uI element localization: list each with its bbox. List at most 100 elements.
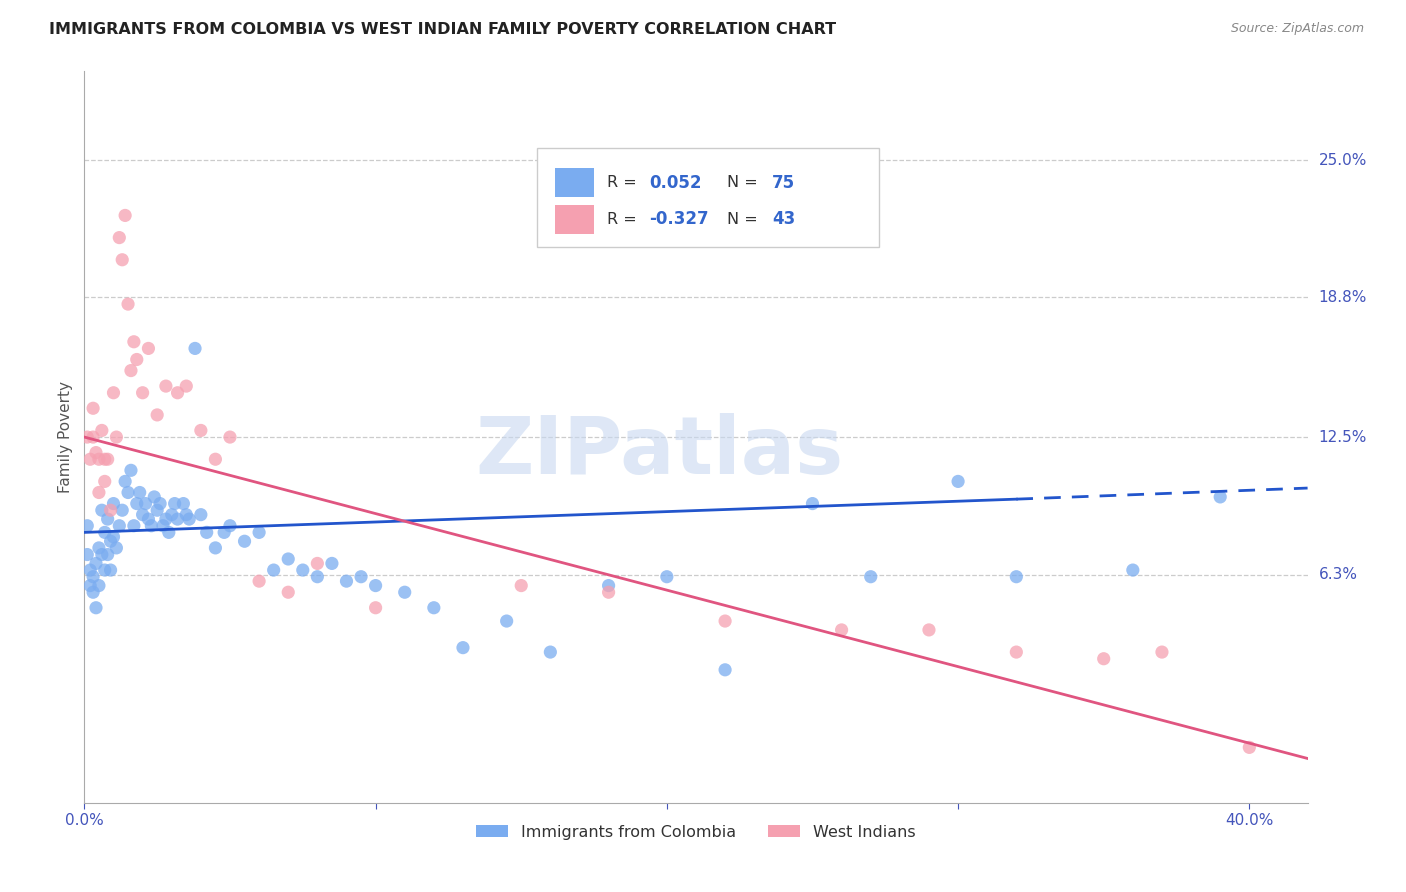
Point xyxy=(166,512,188,526)
Point xyxy=(1005,570,1028,584)
Text: 43: 43 xyxy=(772,211,794,228)
Point xyxy=(247,574,270,589)
Point xyxy=(714,663,737,677)
Point xyxy=(82,570,104,584)
Point xyxy=(263,563,285,577)
Point xyxy=(108,518,131,533)
Point xyxy=(1239,740,1261,755)
Point xyxy=(79,452,101,467)
Y-axis label: Family Poverty: Family Poverty xyxy=(58,381,73,493)
Point xyxy=(76,430,98,444)
Point xyxy=(172,497,194,511)
Point xyxy=(93,475,115,489)
Point xyxy=(335,574,357,589)
Point xyxy=(277,585,299,599)
Point xyxy=(155,379,177,393)
Point xyxy=(364,600,387,615)
Point xyxy=(598,578,620,592)
Point xyxy=(946,475,969,489)
Point xyxy=(90,424,112,438)
Point xyxy=(97,512,120,526)
Point xyxy=(714,614,737,628)
Point xyxy=(141,518,163,533)
Point xyxy=(138,342,160,356)
Point xyxy=(179,512,201,526)
Point xyxy=(114,475,136,489)
Point xyxy=(801,497,824,511)
Point xyxy=(277,552,299,566)
Point xyxy=(831,623,853,637)
Point xyxy=(125,352,148,367)
Point xyxy=(190,424,212,438)
Point xyxy=(131,508,153,522)
Text: N =: N = xyxy=(727,175,762,190)
Point xyxy=(451,640,474,655)
Point xyxy=(117,485,139,500)
Point xyxy=(111,503,134,517)
Point xyxy=(163,497,186,511)
Point xyxy=(149,497,172,511)
Point xyxy=(918,623,941,637)
Text: 25.0%: 25.0% xyxy=(1319,153,1367,168)
Point xyxy=(82,401,104,416)
Point xyxy=(84,557,107,571)
Bar xyxy=(555,204,595,234)
Point xyxy=(190,508,212,522)
Point xyxy=(204,452,226,467)
Point xyxy=(97,548,120,562)
Point xyxy=(79,563,101,577)
Point xyxy=(538,645,561,659)
Text: IMMIGRANTS FROM COLOMBIA VS WEST INDIAN FAMILY POVERTY CORRELATION CHART: IMMIGRANTS FROM COLOMBIA VS WEST INDIAN … xyxy=(49,22,837,37)
Point xyxy=(100,563,122,577)
Text: 12.5%: 12.5% xyxy=(1319,430,1367,444)
Text: R =: R = xyxy=(606,211,641,227)
Point xyxy=(76,518,98,533)
Point xyxy=(146,408,169,422)
Point xyxy=(394,585,416,599)
Point xyxy=(146,503,169,517)
Point xyxy=(100,503,122,517)
Point xyxy=(103,530,125,544)
Point xyxy=(495,614,517,628)
Point xyxy=(76,548,98,562)
Point xyxy=(103,497,125,511)
Point xyxy=(120,363,142,377)
Point xyxy=(120,463,142,477)
Point xyxy=(87,485,110,500)
Point xyxy=(364,578,387,592)
Point xyxy=(1122,563,1144,577)
Point xyxy=(204,541,226,555)
Point xyxy=(291,563,314,577)
Point xyxy=(93,525,115,540)
Point xyxy=(105,541,128,555)
Point xyxy=(87,578,110,592)
Point xyxy=(82,430,104,444)
Point xyxy=(859,570,882,584)
Text: R =: R = xyxy=(606,175,641,190)
Point xyxy=(1150,645,1173,659)
Point xyxy=(93,563,115,577)
Point xyxy=(233,534,256,549)
Point xyxy=(184,342,207,356)
Point xyxy=(87,452,110,467)
Point xyxy=(212,525,235,540)
Point xyxy=(307,557,329,571)
Point xyxy=(125,497,148,511)
Point xyxy=(1209,490,1232,504)
Point xyxy=(321,557,343,571)
Point xyxy=(655,570,678,584)
Point xyxy=(90,548,112,562)
Text: N =: N = xyxy=(727,211,762,227)
Point xyxy=(122,334,145,349)
Point xyxy=(423,600,446,615)
Point xyxy=(1092,651,1115,665)
Point xyxy=(84,445,107,459)
Point xyxy=(219,430,242,444)
Point xyxy=(131,385,153,400)
Point xyxy=(307,570,329,584)
Point xyxy=(79,578,101,592)
Point xyxy=(111,252,134,267)
Text: ZIPatlas: ZIPatlas xyxy=(475,413,844,491)
Point xyxy=(166,385,188,400)
Point xyxy=(103,385,125,400)
